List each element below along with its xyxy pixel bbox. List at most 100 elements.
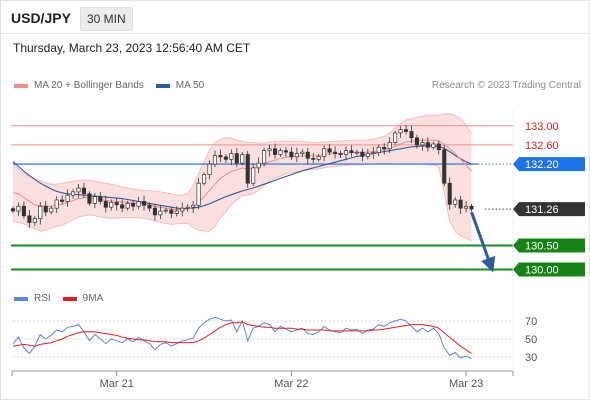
candle	[87, 191, 92, 206]
ma20-swatch	[14, 83, 28, 88]
candle	[294, 147, 299, 163]
rsi-tick-label-30: 30	[525, 352, 537, 364]
candle	[212, 150, 218, 168]
candle	[240, 152, 245, 166]
candle	[98, 191, 103, 205]
bollinger-upper-line	[12, 113, 472, 196]
candle	[327, 144, 332, 156]
candle	[469, 203, 474, 212]
rsi-tick-label-70: 70	[525, 316, 537, 328]
time-axis: Mar 21 Mar 22 Mar 23	[11, 109, 514, 390]
candle	[32, 215, 37, 227]
candle	[453, 197, 458, 208]
candle	[147, 202, 152, 212]
candlesticks	[10, 124, 474, 228]
candle	[76, 183, 81, 198]
candle	[229, 149, 234, 166]
x-tick-label-Mar-23: Mar 23	[449, 378, 483, 390]
candle	[458, 195, 463, 214]
level-tag-130-50	[513, 238, 585, 253]
candle	[343, 146, 349, 161]
candle	[393, 130, 398, 145]
level-tag-131-26	[513, 202, 585, 217]
candle	[136, 196, 141, 210]
candle	[349, 145, 354, 157]
candle	[420, 138, 425, 151]
candle	[322, 145, 327, 162]
candle	[125, 200, 130, 211]
candle	[207, 160, 212, 180]
candle	[120, 199, 125, 213]
candle	[169, 206, 174, 219]
candle	[49, 205, 54, 215]
rsi-line	[12, 316, 472, 360]
level-label-130-00: 130.00	[525, 264, 559, 276]
level-tag-132-20	[513, 157, 585, 172]
candle	[414, 134, 419, 149]
candle	[174, 206, 179, 217]
candle	[447, 177, 452, 210]
candle	[360, 148, 365, 162]
candle	[333, 146, 338, 159]
candle	[71, 188, 76, 199]
timestamp: Thursday, March 23, 2023 12:56:40 AM CET	[13, 41, 251, 55]
forecast-arrow-line	[470, 211, 496, 273]
candle	[256, 157, 261, 174]
candle	[218, 149, 223, 163]
candle	[245, 150, 250, 188]
legend-ma20-label: MA 20 + Bollinger Bands	[34, 80, 144, 91]
level-label-131-26: 131.26	[525, 204, 559, 216]
candle	[234, 148, 239, 168]
candle	[272, 143, 278, 159]
candle	[262, 147, 267, 167]
candle	[185, 204, 190, 212]
candle	[16, 202, 21, 216]
candle	[371, 146, 376, 159]
rsi-ma-line	[12, 321, 472, 354]
candle	[300, 149, 305, 158]
candle	[289, 147, 294, 160]
x-tick-label-Mar-22: Mar 22	[274, 378, 308, 390]
candle	[103, 195, 108, 213]
candle	[403, 124, 409, 135]
level-labels: 133.00 132.60 132.20 131.26 130.50 130.00	[513, 121, 585, 277]
candle	[278, 148, 283, 157]
candle	[21, 201, 26, 219]
interval-button[interactable]: 30 MIN	[80, 7, 133, 31]
forecast-arrow	[470, 211, 496, 273]
rsi-tick-label-50: 50	[525, 334, 537, 346]
candle	[152, 204, 157, 221]
candle	[431, 141, 436, 150]
bollinger-band-area	[12, 113, 472, 242]
candle	[442, 145, 447, 187]
candle	[27, 209, 32, 228]
candle	[196, 177, 201, 210]
candle	[65, 189, 70, 207]
candle	[114, 198, 119, 211]
candle	[43, 200, 48, 217]
candle	[38, 202, 43, 225]
candle	[316, 154, 321, 162]
candle	[283, 147, 288, 157]
level-label-132-20: 132.20	[525, 159, 559, 171]
rsi-legend: RSI 9MA	[14, 293, 103, 304]
candle	[267, 144, 272, 157]
ma50-swatch	[155, 83, 170, 88]
rsi-panel: 30 50 70	[12, 316, 537, 364]
candle	[54, 196, 59, 213]
candle	[202, 172, 207, 186]
price-legend: MA 20 + Bollinger Bands MA 50	[14, 80, 204, 91]
candle	[191, 201, 196, 214]
candle	[365, 148, 370, 160]
candle	[311, 153, 316, 164]
candle	[436, 140, 441, 155]
candle	[131, 199, 136, 211]
candle	[409, 125, 414, 144]
research-credit: Research © 2023 Trading Central	[431, 80, 581, 91]
legend-ma50-label: MA 50	[175, 80, 205, 91]
bollinger-fill	[13, 113, 472, 241]
level-tag-130-00	[513, 262, 585, 277]
candle	[425, 137, 430, 152]
candle	[163, 207, 168, 214]
price-levels	[11, 125, 513, 271]
